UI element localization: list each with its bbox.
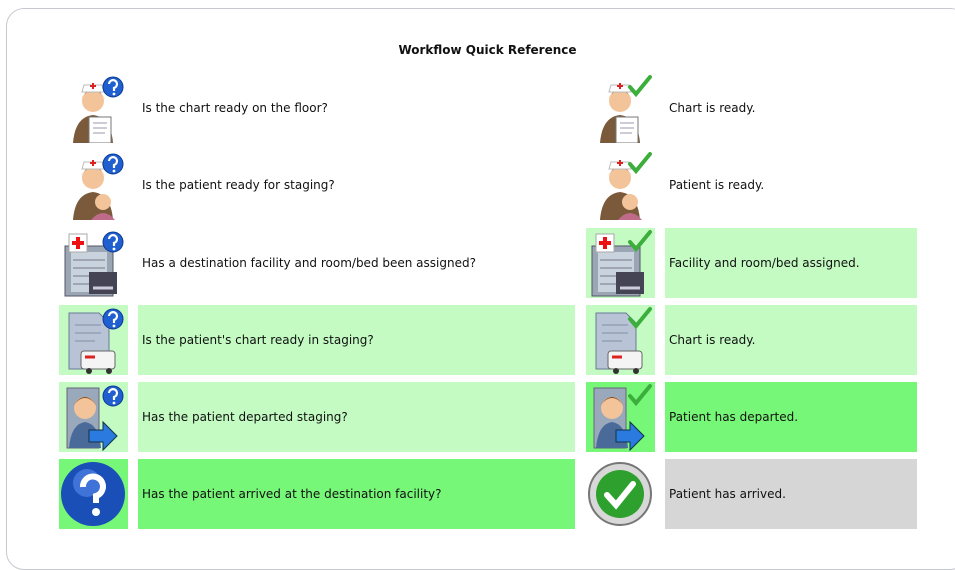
status-text: Patient has arrived. [665, 459, 917, 529]
question-icon [59, 459, 128, 529]
question-text: Has the patient departed staging? [138, 382, 575, 452]
status-icon [586, 382, 655, 452]
question-text: Is the patient's chart ready in staging? [138, 305, 575, 375]
icon [593, 384, 652, 452]
question-icon [59, 382, 128, 452]
icon [600, 75, 652, 143]
icon [73, 76, 124, 143]
status-icon [586, 73, 655, 143]
question-text: Has a destination facility and room/bed … [138, 228, 575, 298]
icon [68, 308, 124, 374]
status-text: Facility and room/bed assigned. [665, 228, 917, 298]
status-icon [586, 228, 655, 298]
icon [591, 230, 652, 297]
icon [66, 385, 124, 452]
icon [64, 231, 124, 297]
question-icon [59, 73, 128, 143]
question-text: Has the patient arrived at the destinati… [138, 459, 575, 529]
question-text: Is the chart ready on the floor? [138, 73, 575, 143]
status-text: Patient has departed. [665, 382, 917, 452]
icon [73, 153, 124, 220]
status-text: Patient is ready. [665, 150, 917, 220]
status-text: Chart is ready. [665, 305, 917, 375]
status-icon [586, 305, 655, 375]
question-text: Is the patient ready for staging? [138, 150, 575, 220]
status-icon [586, 459, 655, 529]
status-icon [586, 150, 655, 220]
icon [61, 462, 125, 526]
question-icon [59, 305, 128, 375]
status-text: Chart is ready. [665, 73, 917, 143]
icon [600, 152, 652, 220]
page: Workflow Quick Reference Is the chart re… [6, 8, 955, 570]
question-icon [59, 228, 128, 298]
title: Workflow Quick Reference [398, 43, 577, 57]
question-icon [59, 150, 128, 220]
icon [588, 462, 652, 526]
icon [595, 307, 652, 374]
